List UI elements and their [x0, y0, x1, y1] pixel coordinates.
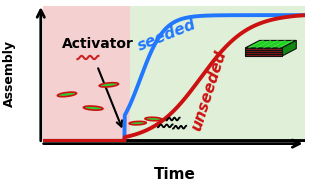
Bar	[130, 5, 305, 142]
Text: Activator: Activator	[62, 37, 134, 51]
Text: Assembly: Assembly	[3, 40, 16, 107]
Polygon shape	[245, 40, 296, 48]
Ellipse shape	[83, 106, 103, 110]
Text: seeded: seeded	[135, 17, 198, 54]
Ellipse shape	[145, 117, 162, 121]
Polygon shape	[245, 48, 282, 56]
Text: unseeded: unseeded	[189, 48, 229, 132]
Ellipse shape	[58, 92, 77, 97]
Ellipse shape	[99, 83, 118, 87]
Text: Time: Time	[154, 167, 195, 182]
Bar	[44, 5, 130, 142]
Ellipse shape	[129, 121, 146, 125]
Polygon shape	[282, 40, 296, 56]
